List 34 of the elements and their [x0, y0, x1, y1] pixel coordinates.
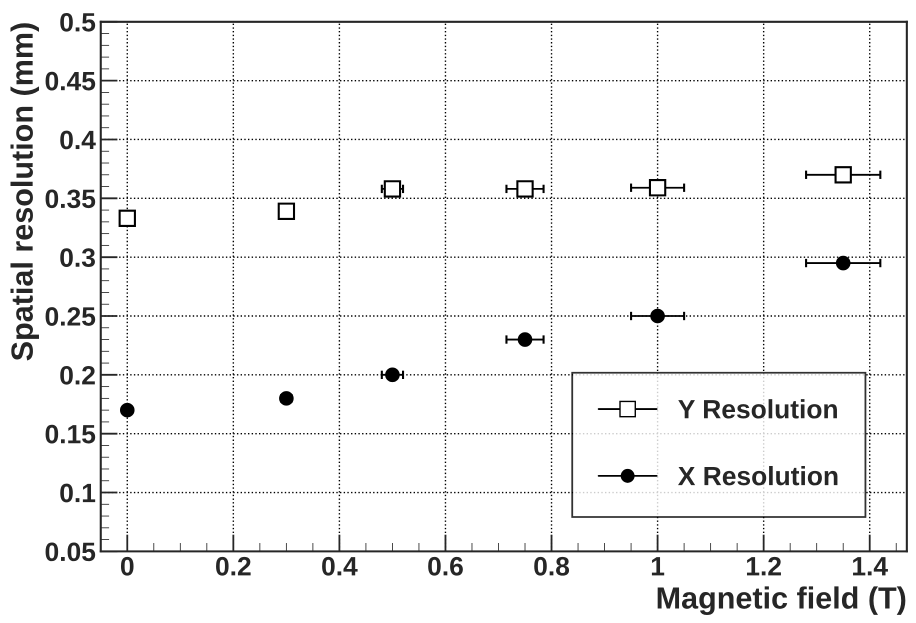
legend-label: X Resolution — [678, 466, 838, 486]
y-tick-label: 0.4 — [60, 130, 96, 150]
point — [385, 368, 400, 382]
point — [518, 332, 532, 347]
x-tick-label: 1 — [652, 557, 664, 576]
y-tick-label: 0.2 — [60, 366, 95, 385]
y-tick-label: 0.05 — [46, 542, 96, 562]
point — [648, 179, 666, 196]
x-axis-title: Magnetic field (T) — [658, 586, 906, 615]
y-tick-label: 0.15 — [46, 424, 96, 444]
point — [279, 391, 294, 406]
y-tick-label: 0.1 — [60, 484, 96, 502]
y-tick-label: 0.3 — [60, 248, 95, 268]
x-tick-label: 0.4 — [322, 556, 358, 576]
y-tick-label: 0.45 — [46, 72, 96, 90]
point — [516, 180, 534, 198]
y-tick-label: 0.35 — [46, 189, 96, 208]
point — [834, 166, 852, 184]
legend-label: Y Resolution — [678, 399, 837, 419]
y-axis-title: Spatial resolution (mm) — [10, 23, 39, 360]
x-tick-label: 0.6 — [428, 556, 463, 576]
y-tick-label: 0.5 — [60, 12, 96, 32]
y-tick-label: 0.25 — [46, 307, 96, 326]
x-tick-label: 0.8 — [534, 556, 570, 576]
point — [384, 180, 402, 198]
x-tick-label: 1.4 — [853, 557, 888, 576]
point — [278, 202, 296, 220]
x-tick-label: 0.2 — [216, 556, 251, 576]
point — [650, 308, 665, 324]
point — [836, 256, 850, 270]
point — [120, 402, 135, 418]
x-tick-label: 0 — [120, 556, 134, 576]
point — [118, 210, 136, 228]
x-tick-label: 1.2 — [746, 556, 781, 576]
